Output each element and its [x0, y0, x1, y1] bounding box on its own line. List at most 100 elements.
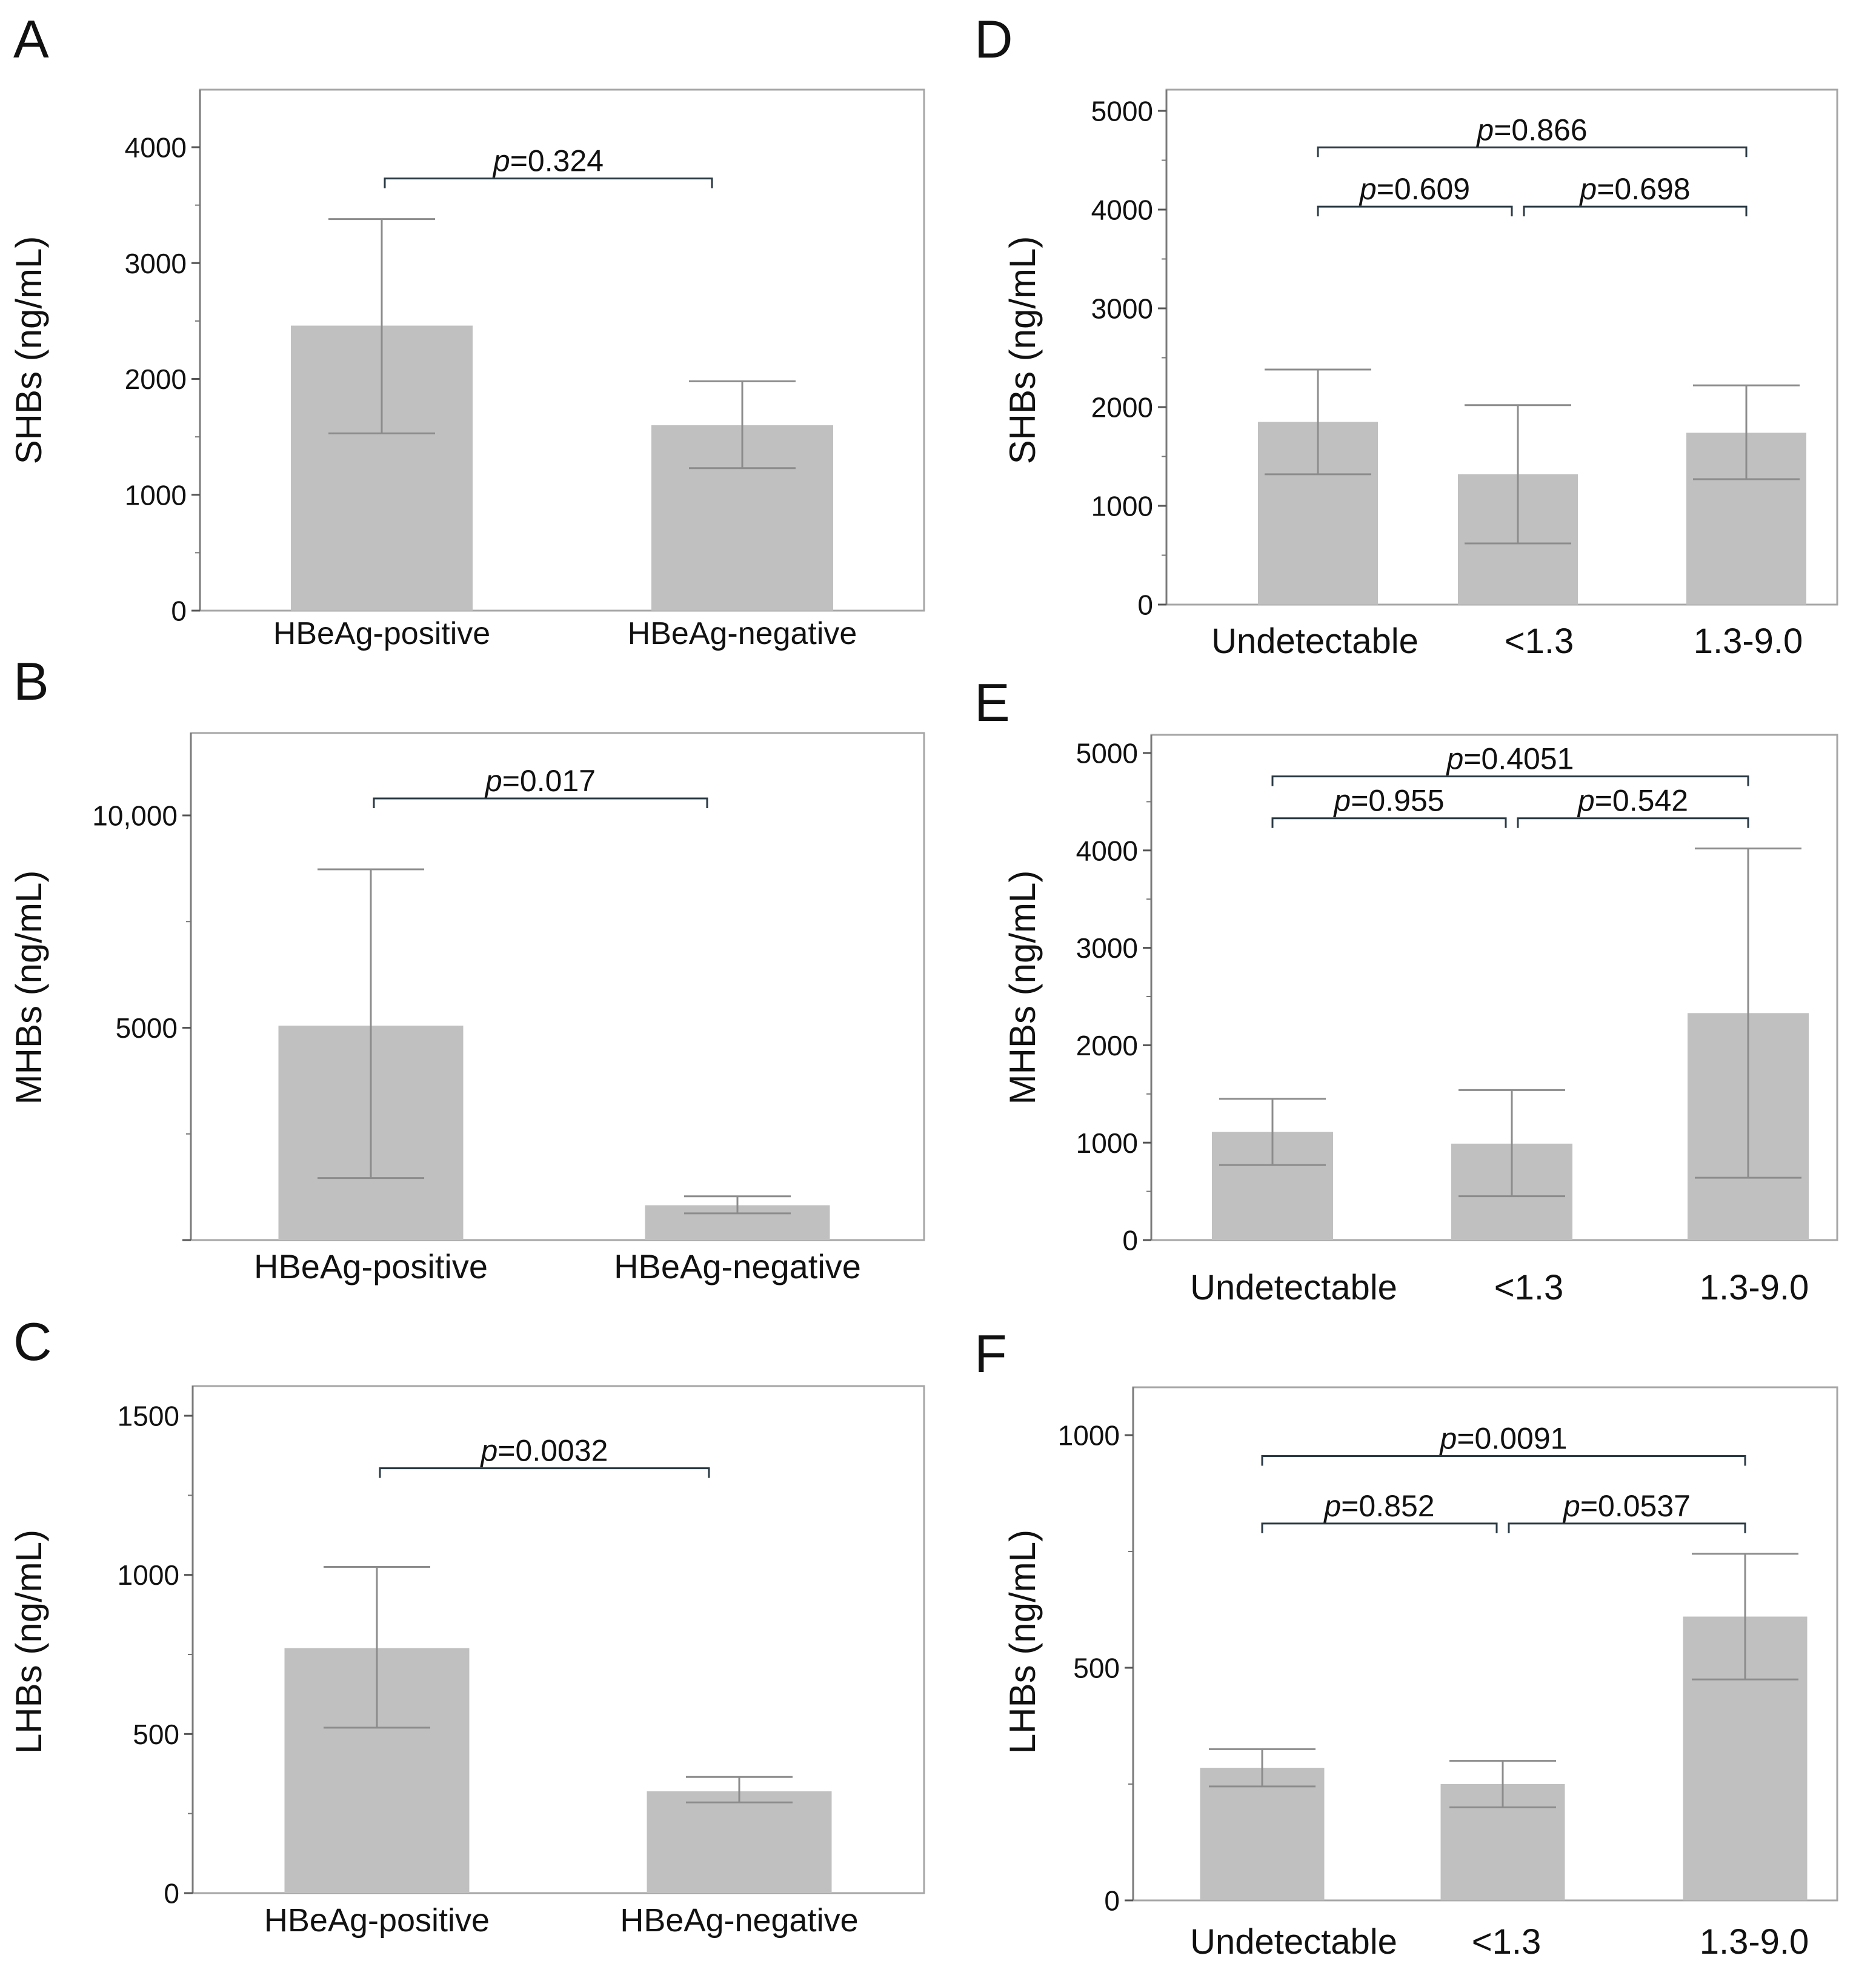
- p-value-label: p=0.4051: [1446, 742, 1574, 776]
- panel-letter: A: [13, 9, 49, 69]
- p-value-label: p=0.852: [1323, 1489, 1434, 1523]
- y-tick-label: 1000: [118, 1559, 179, 1591]
- y-tick-label: 5000: [1076, 738, 1138, 769]
- y-tick-label: 4000: [125, 132, 187, 164]
- p-value-number: =0.866: [1494, 113, 1587, 147]
- p-value-number: =0.0537: [1580, 1489, 1691, 1523]
- p-symbol: p: [1323, 1489, 1341, 1523]
- y-tick-label: 1000: [1076, 1127, 1138, 1159]
- p-value-label: p=0.698: [1578, 172, 1690, 206]
- chart-panel-f: F 0 500 1000 LHBs (ng/mL) Undetectable <1.3 1.3…: [974, 1324, 1838, 1962]
- chart-panel-e: E 0 1000 2000 3000 4000 5000 MHBs (ng/mL) Undete…: [974, 672, 1838, 1307]
- p-symbol: p: [492, 144, 510, 178]
- p-symbol: p: [1562, 1489, 1580, 1523]
- y-tick-label: 1000: [1058, 1420, 1120, 1451]
- p-value-label: p=0.0537: [1562, 1489, 1691, 1523]
- p-value-number: =0.0091: [1457, 1422, 1567, 1456]
- p-value-number: =0.017: [502, 764, 596, 798]
- bar-1: [1200, 1768, 1325, 1900]
- y-tick-label: 5000: [116, 1012, 178, 1044]
- x-category-label: 1.3-9.0: [1700, 1268, 1809, 1307]
- y-tick-label: 0: [1137, 589, 1153, 621]
- x-category-label: HBeAg-negative: [614, 1247, 861, 1286]
- significance-bracket: p=0.0537: [1508, 1489, 1746, 1533]
- bracket-line: [1508, 1522, 1746, 1533]
- x-category-label: <1.3: [1494, 1268, 1564, 1307]
- panel-letter: C: [13, 1312, 52, 1372]
- bracket-line: [1517, 817, 1749, 828]
- chart-panel-c: C 0 500 1000 1500 LHBs (ng/mL) HBeAg-positive H…: [8, 1312, 925, 1939]
- bracket-line: [1261, 1522, 1498, 1533]
- p-value-label: p=0.324: [492, 144, 604, 178]
- y-tick-label: 4000: [1076, 835, 1138, 866]
- significance-bracket: p=0.0091: [1261, 1422, 1746, 1466]
- significance-bracket: p=0.609: [1317, 172, 1513, 217]
- x-category-label: HBeAg-positive: [264, 1902, 490, 1939]
- panel-letter: E: [974, 672, 1010, 732]
- x-category-label: 1.3-9.0: [1700, 1922, 1809, 1962]
- chart-panel-b: B 5000 10,000 MHBs (ng/mL) HBeAg-positive HBe…: [8, 651, 925, 1286]
- p-value-number: =0.955: [1351, 784, 1444, 818]
- y-tick-label: 5000: [1091, 96, 1153, 127]
- y-tick-label: 10,000: [92, 800, 178, 832]
- chart-panel-d: D 0 1000 2000 3000 4000 5000 SHBs (ng/mL) Undete…: [974, 9, 1838, 661]
- bar-2: [647, 1791, 832, 1893]
- p-value-number: =0.698: [1597, 172, 1690, 206]
- bracket-line: [1271, 775, 1749, 786]
- y-axis-label: MHBs (ng/mL): [1002, 871, 1043, 1105]
- y-tick-label: 4000: [1091, 194, 1153, 226]
- significance-bracket: p=0.324: [384, 144, 713, 188]
- y-tick-label: 2000: [1091, 392, 1153, 423]
- p-value-label: p=0.017: [484, 764, 596, 798]
- p-symbol: p: [480, 1434, 498, 1468]
- p-value-label: p=0.542: [1577, 784, 1688, 818]
- y-tick-label: 2000: [125, 363, 187, 395]
- significance-bracket: p=0.542: [1517, 784, 1749, 828]
- panel-letter: D: [974, 9, 1013, 69]
- x-category-label: HBeAg-positive: [273, 616, 490, 651]
- y-axis-label: LHBs (ng/mL): [8, 1530, 49, 1754]
- p-value-number: =0.852: [1341, 1489, 1434, 1523]
- significance-bracket: p=0.866: [1317, 113, 1748, 158]
- y-tick-label: 2000: [1076, 1030, 1138, 1061]
- x-category-label: HBeAg-positive: [254, 1247, 488, 1286]
- panel-letter: B: [13, 651, 49, 711]
- y-tick-label: 3000: [1076, 932, 1138, 964]
- bracket-line: [1523, 205, 1748, 217]
- bracket-line: [1317, 146, 1748, 158]
- p-symbol: p: [1475, 113, 1494, 147]
- y-axis-label: SHBs (ng/mL): [8, 236, 49, 465]
- significance-bracket: p=0.017: [373, 764, 708, 808]
- y-axis-label: MHBs (ng/mL): [8, 871, 49, 1105]
- significance-bracket: p=0.698: [1523, 172, 1748, 217]
- p-value-label: p=0.866: [1475, 113, 1587, 147]
- p-symbol: p: [1439, 1422, 1457, 1456]
- y-tick-label: 0: [171, 596, 187, 627]
- x-category-label: Undetectable: [1211, 622, 1419, 661]
- p-value-label: p=0.0091: [1439, 1422, 1568, 1456]
- y-tick-label: 1000: [125, 479, 187, 511]
- bracket-line: [373, 797, 708, 808]
- y-axis-label: LHBs (ng/mL): [1002, 1530, 1043, 1754]
- significance-bracket: p=0.955: [1271, 784, 1507, 828]
- significance-bracket: p=0.0032: [379, 1434, 710, 1478]
- bracket-line: [1271, 817, 1507, 828]
- p-symbol: p: [1446, 742, 1464, 776]
- p-value-number: =0.324: [510, 144, 604, 178]
- panel-letter: F: [974, 1324, 1007, 1384]
- p-symbol: p: [1577, 784, 1595, 818]
- bracket-line: [1317, 205, 1513, 217]
- y-tick-label: 0: [1104, 1885, 1120, 1917]
- y-tick-label: 0: [164, 1878, 179, 1909]
- y-axis-label: SHBs (ng/mL): [1002, 236, 1043, 465]
- p-value-number: =0.609: [1377, 172, 1470, 206]
- x-category-label: Undetectable: [1190, 1268, 1397, 1307]
- y-tick-label: 3000: [1091, 293, 1153, 325]
- p-value-label: p=0.955: [1332, 784, 1444, 818]
- significance-bracket: p=0.4051: [1271, 742, 1749, 786]
- p-value-number: =0.0032: [497, 1434, 608, 1468]
- p-symbol: p: [1359, 172, 1377, 206]
- p-value-label: p=0.609: [1359, 172, 1470, 206]
- x-category-label: Undetectable: [1190, 1922, 1397, 1962]
